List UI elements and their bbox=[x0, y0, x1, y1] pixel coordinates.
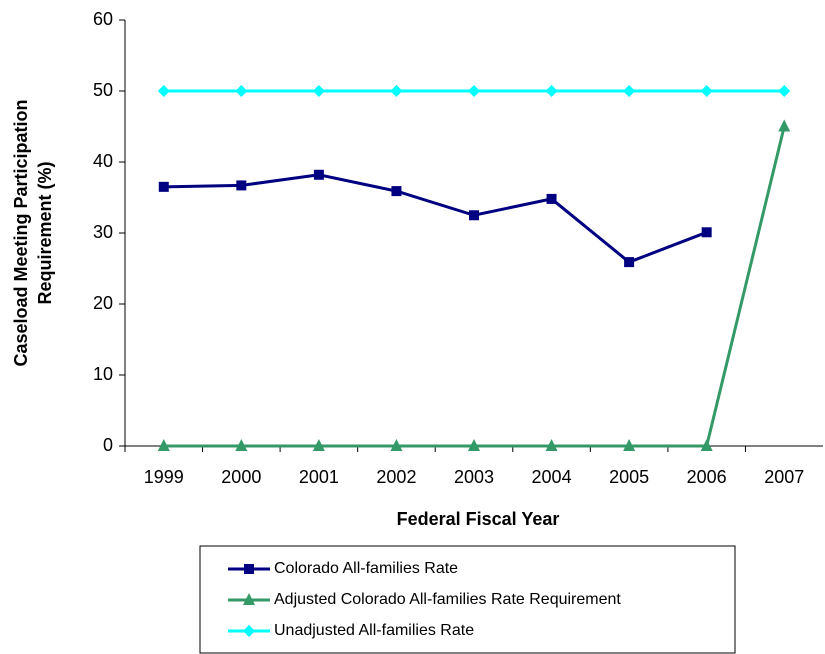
point-marker bbox=[312, 85, 325, 97]
point-marker bbox=[390, 439, 403, 451]
point-marker bbox=[391, 186, 402, 197]
point-marker bbox=[235, 85, 248, 97]
x-tick-label: 2005 bbox=[609, 467, 649, 487]
point-marker bbox=[545, 439, 558, 451]
legend-marker bbox=[244, 564, 254, 574]
point-marker bbox=[700, 85, 713, 97]
y-axis-title-line: Caseload Meeting Participation bbox=[11, 99, 31, 366]
x-axis-title: Federal Fiscal Year bbox=[397, 509, 560, 529]
point-marker bbox=[158, 181, 169, 192]
point-marker bbox=[778, 119, 791, 132]
point-marker bbox=[701, 227, 712, 238]
legend-label: Adjusted Colorado All-families Rate Requ… bbox=[274, 591, 621, 608]
legend-label: Colorado All-families Rate bbox=[274, 560, 458, 577]
y-axis-title-line: Requirement (%) bbox=[35, 161, 55, 304]
point-marker bbox=[157, 85, 170, 97]
y-tick-label: 0 bbox=[103, 435, 113, 455]
x-tick-label: 2000 bbox=[221, 467, 261, 487]
legend-marker bbox=[243, 593, 255, 605]
point-marker bbox=[546, 193, 557, 204]
point-marker bbox=[235, 439, 248, 451]
point-marker bbox=[468, 85, 480, 97]
point-marker bbox=[468, 439, 480, 451]
legend-label: Unadjusted All-families Rate bbox=[274, 622, 474, 639]
point-marker bbox=[700, 439, 713, 451]
x-tick-label: 2006 bbox=[687, 467, 727, 487]
point-marker bbox=[313, 169, 324, 180]
point-marker bbox=[157, 439, 170, 451]
point-marker bbox=[778, 85, 791, 97]
x-tick-label: 2001 bbox=[299, 467, 339, 487]
series-line bbox=[163, 173, 708, 264]
point-marker bbox=[545, 85, 558, 97]
point-marker bbox=[236, 180, 247, 191]
y-tick-label: 60 bbox=[93, 9, 113, 29]
point-marker bbox=[312, 439, 325, 451]
x-tick-label: 2003 bbox=[454, 467, 494, 487]
legend-box bbox=[199, 545, 736, 654]
point-marker bbox=[623, 85, 636, 97]
point-marker bbox=[390, 85, 403, 97]
y-tick-label: 40 bbox=[93, 151, 113, 171]
y-tick-label: 10 bbox=[93, 364, 113, 384]
point-marker bbox=[624, 257, 635, 268]
x-tick-label: 2002 bbox=[376, 467, 416, 487]
y-tick-label: 30 bbox=[93, 222, 113, 242]
point-marker bbox=[623, 439, 636, 451]
x-tick-label: 1999 bbox=[144, 467, 184, 487]
y-tick-label: 50 bbox=[93, 80, 113, 100]
point-marker bbox=[469, 210, 479, 221]
series-line bbox=[163, 126, 786, 448]
y-axis-title: Caseload Meeting Participation Requireme… bbox=[11, 99, 55, 366]
y-tick-label: 20 bbox=[93, 293, 113, 313]
legend-marker bbox=[243, 625, 255, 637]
x-tick-label: 2004 bbox=[532, 467, 572, 487]
x-tick-label: 2007 bbox=[764, 467, 804, 487]
